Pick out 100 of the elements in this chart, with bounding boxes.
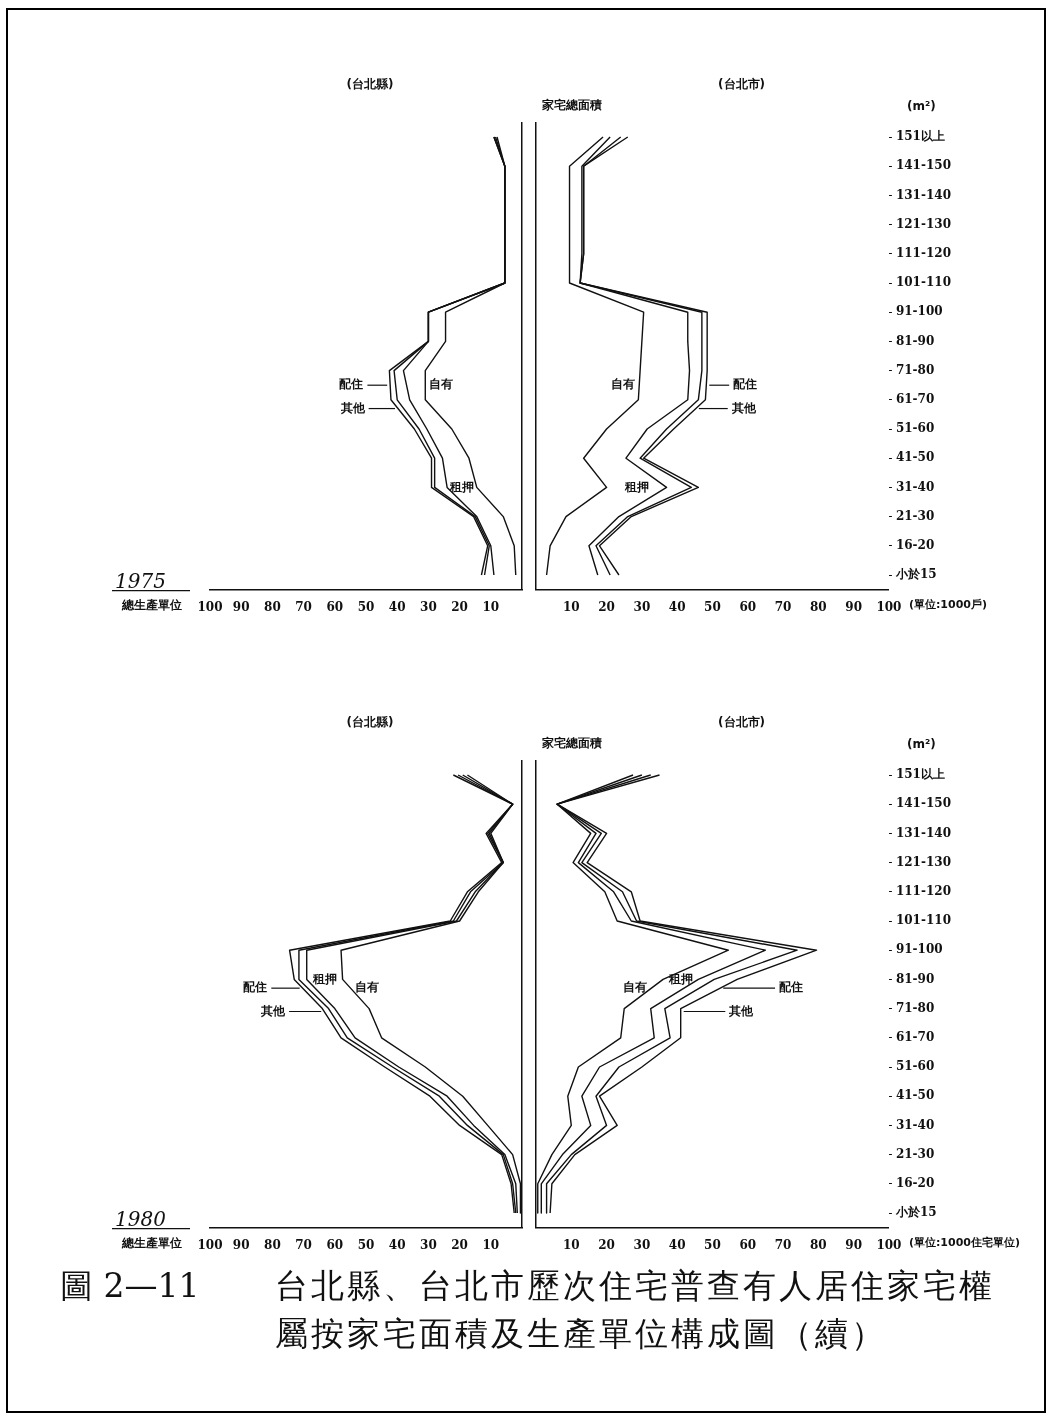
series-label: 自有 bbox=[611, 377, 636, 392]
legend-label: 其他 bbox=[730, 400, 757, 415]
x-tick-label: 60 bbox=[739, 1237, 757, 1252]
caption: 圖 2—11 bbox=[60, 1265, 200, 1307]
y-tick-label: 16-20 bbox=[895, 537, 935, 552]
text: (m²) bbox=[906, 736, 936, 751]
chart-title: (台北市) bbox=[718, 715, 765, 730]
x-tick-label: 40 bbox=[668, 1237, 686, 1252]
x-tick-label: 30 bbox=[633, 599, 651, 614]
chart-title: (台北縣) bbox=[346, 77, 394, 92]
x-tick-label: 100 bbox=[197, 599, 223, 614]
x-tick-label: 80 bbox=[809, 599, 827, 614]
legend-label: 配住 bbox=[779, 980, 804, 995]
y-tick-label: 91-100 bbox=[895, 304, 943, 319]
y-tick-label: 151以上 bbox=[895, 129, 945, 144]
y-tick-label: 81-90 bbox=[895, 333, 935, 348]
x-tick-label: 70 bbox=[295, 1237, 312, 1252]
y-tick-label: 21-30 bbox=[895, 1146, 935, 1161]
x-tick-label: 90 bbox=[845, 599, 862, 614]
x-tick-label: 30 bbox=[420, 1237, 437, 1252]
y-tick-label: 151以上 bbox=[895, 767, 945, 782]
x-tick-label: 10 bbox=[482, 1237, 500, 1252]
legend-label: 配住 bbox=[733, 377, 758, 392]
x-tick-label: 90 bbox=[232, 599, 250, 614]
legend-label: 配住 bbox=[243, 980, 268, 995]
y-tick-label: 61-70 bbox=[895, 391, 935, 406]
y-tick-label: 71-80 bbox=[895, 1000, 935, 1015]
x-tick-label: 50 bbox=[704, 599, 721, 614]
text: (m²) bbox=[906, 98, 936, 113]
x-axis-title: 總生產單位 bbox=[121, 1235, 182, 1250]
x-axis-title: (單位:1000戶) bbox=[908, 598, 987, 612]
x-axis-title: (單位:1000住宅單位) bbox=[908, 1236, 1020, 1250]
series-label: 租押 bbox=[623, 479, 649, 494]
text: 1980 bbox=[115, 1206, 167, 1231]
y-tick-label: 51-60 bbox=[895, 421, 935, 436]
series-label: 租押 bbox=[311, 971, 337, 986]
legend-label: 其他 bbox=[728, 1003, 755, 1018]
legend-label: 其他 bbox=[339, 400, 366, 415]
x-tick-label: 80 bbox=[264, 599, 281, 614]
x-tick-label: 20 bbox=[598, 599, 615, 614]
y-tick-label: 91-100 bbox=[895, 942, 943, 957]
y-tick-label: 21-30 bbox=[895, 508, 935, 523]
x-tick-label: 80 bbox=[264, 1237, 281, 1252]
series-label: 租押 bbox=[667, 971, 693, 986]
x-tick-label: 100 bbox=[876, 1237, 902, 1252]
y-tick-label: 小於15 bbox=[894, 1205, 937, 1220]
y-tick-label: 121-130 bbox=[895, 854, 951, 869]
chart-title: (台北市) bbox=[718, 77, 765, 92]
y-tick-label: 41-50 bbox=[895, 1088, 935, 1103]
chart-title: (台北縣) bbox=[346, 715, 394, 730]
x-tick-label: 40 bbox=[388, 1237, 406, 1252]
x-axis-title: 總生產單位 bbox=[121, 597, 182, 612]
x-tick-label: 70 bbox=[295, 599, 312, 614]
x-tick-label: 40 bbox=[388, 599, 406, 614]
x-tick-label: 10 bbox=[562, 1237, 580, 1252]
x-tick-label: 90 bbox=[845, 1237, 862, 1252]
x-tick-label: 50 bbox=[704, 1237, 721, 1252]
legend-label: 配住 bbox=[339, 377, 364, 392]
y-axis-title: 家宅總面積 bbox=[541, 98, 602, 113]
text: 1975 bbox=[115, 568, 166, 593]
y-tick-label: 51-60 bbox=[895, 1059, 935, 1074]
y-tick-label: 16-20 bbox=[895, 1175, 935, 1190]
y-tick-label: 111-120 bbox=[895, 245, 951, 260]
x-tick-label: 10 bbox=[482, 599, 500, 614]
y-tick-label: 小於15 bbox=[894, 567, 937, 582]
series-label: 自有 bbox=[429, 377, 454, 392]
y-tick-label: 141-150 bbox=[895, 796, 951, 811]
y-tick-label: 131-140 bbox=[895, 825, 951, 840]
x-tick-label: 50 bbox=[357, 599, 375, 614]
legend-label: 其他 bbox=[260, 1003, 287, 1018]
y-tick-label: 141-150 bbox=[895, 158, 951, 173]
y-tick-label: 131-140 bbox=[895, 187, 951, 202]
x-tick-label: 40 bbox=[668, 599, 686, 614]
x-tick-label: 50 bbox=[357, 1237, 375, 1252]
x-tick-label: 10 bbox=[562, 599, 580, 614]
y-tick-label: 101-110 bbox=[895, 275, 951, 290]
series-label: 自有 bbox=[623, 980, 648, 995]
x-tick-label: 20 bbox=[598, 1237, 615, 1252]
x-tick-label: 60 bbox=[326, 1237, 344, 1252]
y-tick-label: 61-70 bbox=[895, 1029, 935, 1044]
y-tick-label: 101-110 bbox=[895, 913, 951, 928]
series-label: 租押 bbox=[448, 479, 474, 494]
y-tick-label: 111-120 bbox=[895, 883, 951, 898]
y-tick-label: 71-80 bbox=[895, 362, 935, 377]
y-tick-label: 31-40 bbox=[895, 479, 935, 494]
x-tick-label: 60 bbox=[739, 599, 757, 614]
x-tick-label: 80 bbox=[809, 1237, 827, 1252]
x-tick-label: 70 bbox=[774, 1237, 792, 1252]
y-axis-title: 家宅總面積 bbox=[541, 736, 602, 751]
y-tick-label: 31-40 bbox=[895, 1117, 935, 1132]
x-tick-label: 30 bbox=[420, 599, 437, 614]
x-tick-label: 100 bbox=[197, 1237, 223, 1252]
y-tick-label: 81-90 bbox=[895, 971, 935, 986]
x-tick-label: 70 bbox=[774, 599, 792, 614]
x-tick-label: 20 bbox=[451, 1237, 468, 1252]
text: 台北縣、台北市歷次住宅普查有人居住家宅權屬按家宅面積及生產單位構成圖（續） bbox=[275, 1265, 996, 1355]
series-label: 自有 bbox=[354, 980, 379, 995]
x-tick-label: 30 bbox=[633, 1237, 651, 1252]
y-tick-label: 121-130 bbox=[895, 216, 951, 231]
y-tick-label: 41-50 bbox=[895, 450, 935, 465]
